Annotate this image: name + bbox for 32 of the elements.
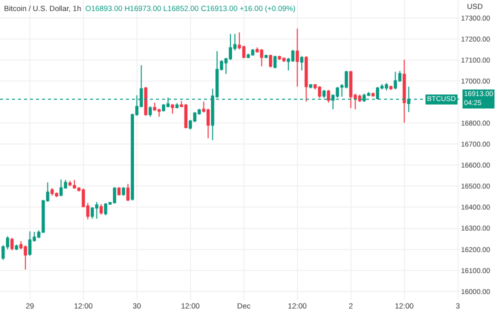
candlestick [100, 204, 103, 216]
candlestick [371, 92, 375, 98]
candlestick [24, 245, 27, 270]
candlestick [144, 86, 148, 116]
candlestick [304, 56, 308, 102]
candlestick [170, 104, 174, 114]
candlestick [300, 56, 304, 71]
candlestick [59, 178, 63, 197]
candlestick [112, 186, 116, 204]
candlestick [117, 186, 121, 196]
candlestick [72, 179, 76, 190]
candlestick [268, 54, 272, 68]
candlestick [296, 28, 299, 88]
candlestick [148, 106, 152, 118]
candlestick [14, 244, 18, 251]
candlestick [326, 89, 330, 104]
candlestick [104, 202, 108, 216]
candlestick [126, 183, 130, 202]
candlestick [184, 104, 188, 129]
candlestick [10, 237, 14, 251]
candlestick [68, 180, 72, 187]
candlestick [402, 59, 406, 124]
candlestick [122, 186, 126, 196]
candlestick [389, 85, 392, 90]
candlestick [278, 55, 282, 60]
candlestick [175, 102, 179, 109]
candlestick [384, 82, 388, 91]
candlestick [264, 54, 268, 59]
candlestick [309, 84, 312, 89]
candlestick [273, 55, 277, 69]
candlestick [282, 57, 286, 63]
candlestick [50, 188, 54, 196]
